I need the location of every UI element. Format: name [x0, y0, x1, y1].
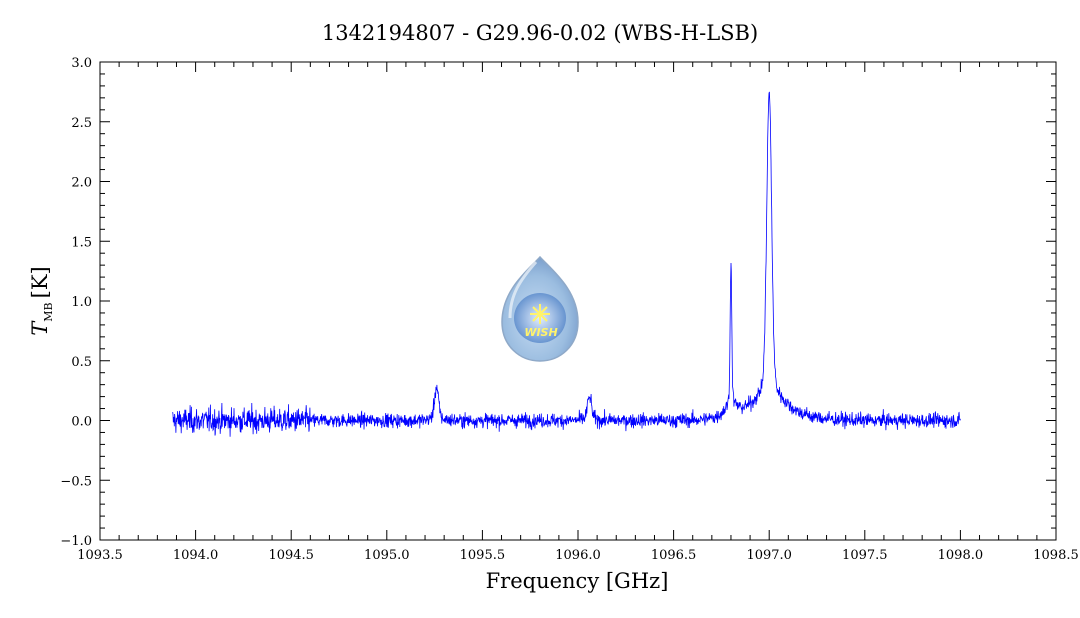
x-tick-label: 1098.0: [938, 548, 984, 563]
wish-logo: WISH: [501, 255, 579, 362]
y-tick-label: 2.0: [71, 176, 92, 191]
x-tick-label: 1095.5: [460, 548, 506, 563]
svg-text:TMB[K]: TMB [K]: [28, 266, 55, 335]
x-axis-ticks: 1093.5 1094.0 1094.5 1095.0 1095.5 1096.0 1096…: [77, 62, 1079, 563]
y-tick-label: 0.0: [71, 415, 92, 430]
y-axis-title: TMB [K]: [28, 266, 55, 335]
x-tick-label: 1094.0: [173, 548, 219, 563]
y-tick-label: 2.5: [71, 116, 92, 131]
x-tick-label: 1098.5: [1033, 548, 1079, 563]
x-axis-title: Frequency [GHz]: [486, 569, 669, 593]
x-tick-label: 1094.5: [268, 548, 314, 563]
y-tick-label: 1.0: [71, 295, 92, 310]
y-axis-title-symbol: T: [28, 320, 52, 336]
y-axis-title-unit: [K]: [28, 266, 52, 298]
x-tick-label: 1097.0: [746, 548, 792, 563]
y-tick-label: −0.5: [60, 474, 92, 489]
x-tick-label: 1097.5: [842, 548, 888, 563]
star-icon: [530, 304, 550, 324]
x-tick-label: 1095.0: [364, 548, 410, 563]
y-tick-label: 1.5: [71, 235, 92, 250]
y-axis-title-subscript: MB: [42, 302, 55, 321]
y-axis-ticks: −1.0 −0.5 0.0 0.5 1.0 1.5 2.0 2.5 3.0: [60, 56, 1056, 549]
y-tick-label: 0.5: [71, 355, 92, 370]
y-tick-label: 3.0: [71, 56, 92, 71]
x-tick-label: 1093.5: [77, 548, 123, 563]
x-tick-label: 1096.5: [651, 548, 697, 563]
x-tick-label: 1096.0: [555, 548, 601, 563]
chart-title: 1342194807 - G29.96-0.02 (WBS-H-LSB): [322, 21, 758, 45]
y-tick-label: −1.0: [60, 534, 92, 549]
logo-text: WISH: [524, 326, 557, 339]
plot-frame: [99, 61, 1057, 541]
spectrum-line: [172, 91, 961, 437]
